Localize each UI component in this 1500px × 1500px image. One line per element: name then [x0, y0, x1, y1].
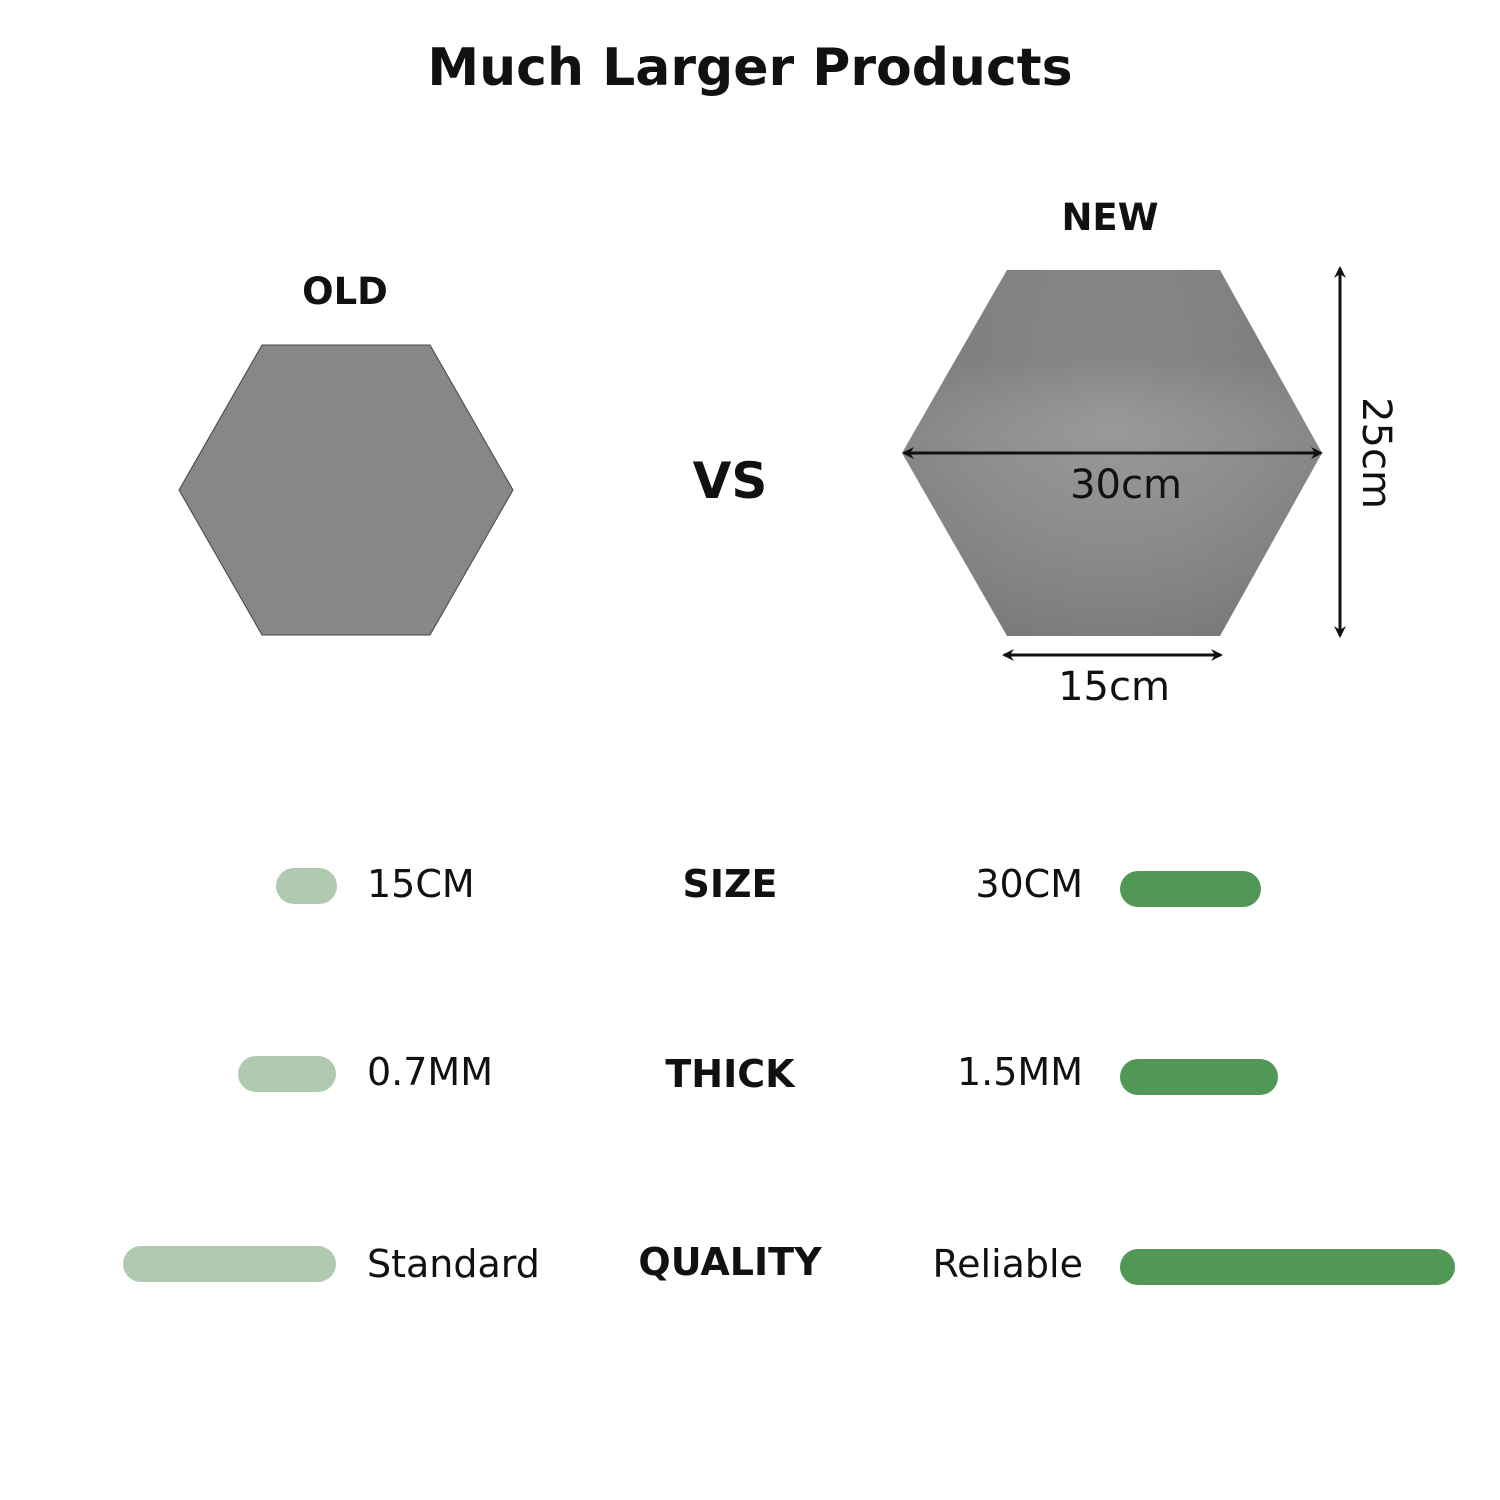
dimension-arrows: [902, 266, 1346, 661]
size-label: SIZE: [682, 862, 778, 906]
quality-old-value: Standard: [367, 1242, 540, 1286]
size-new-bar: [1120, 871, 1261, 907]
page-title: Much Larger Products: [427, 38, 1073, 98]
thick-label: THICK: [665, 1052, 795, 1096]
quality-new-bar: [1120, 1249, 1455, 1285]
old-hexagon: [178, 344, 514, 636]
size-new-value: 30CM: [975, 862, 1083, 906]
quality-old-bar: [123, 1246, 336, 1282]
thick-new-value: 1.5MM: [956, 1050, 1083, 1094]
vs-label: VS: [692, 452, 768, 510]
dim-height-label: 25cm: [1353, 397, 1399, 509]
size-old-bar: [276, 868, 337, 904]
dim-base-label: 15cm: [1058, 664, 1170, 710]
quality-label: QUALITY: [638, 1240, 822, 1284]
thick-new-bar: [1120, 1059, 1278, 1095]
old-label: OLD: [302, 270, 388, 313]
thick-old-value: 0.7MM: [367, 1050, 494, 1094]
thick-old-bar: [238, 1056, 336, 1092]
size-old-value: 15CM: [367, 862, 475, 906]
new-label: NEW: [1061, 196, 1159, 239]
quality-new-value: Reliable: [932, 1242, 1083, 1286]
dim-width-label: 30cm: [1070, 462, 1182, 508]
